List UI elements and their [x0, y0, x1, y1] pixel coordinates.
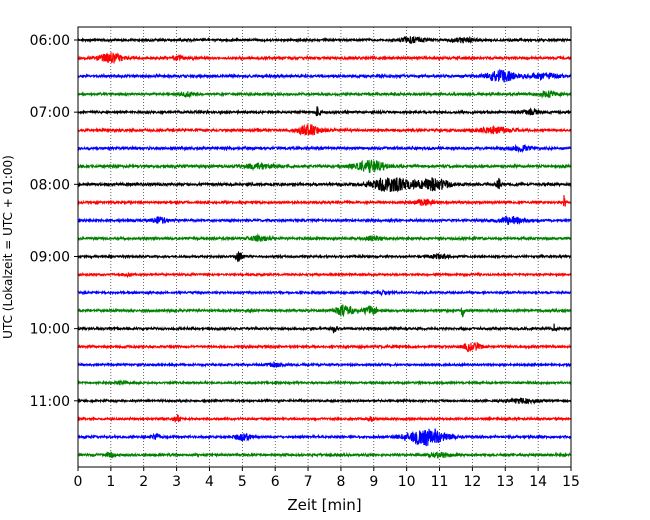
x-tick-label-10: 10 [398, 474, 416, 490]
x-tick-label-12: 12 [463, 474, 481, 490]
trace-0930 [77, 289, 572, 297]
trace-0630 [77, 68, 572, 83]
trace-0700 [77, 106, 572, 117]
trace-0715 [77, 124, 572, 136]
trace-1115 [77, 413, 572, 423]
trace-1130 [77, 428, 572, 447]
trace-0800 [77, 177, 572, 193]
trace-0745 [77, 159, 572, 174]
x-tick-label-9: 9 [369, 474, 378, 490]
x-tick-label-6: 6 [271, 474, 280, 490]
trace-1030 [77, 361, 572, 369]
trace-0900 [77, 251, 572, 263]
x-tick-label-13: 13 [496, 474, 514, 490]
x-tick-label-1: 1 [106, 474, 115, 490]
vertical-gridlines [110, 27, 539, 467]
x-tick-label-15: 15 [562, 474, 580, 490]
y-tick-label-0600: 06:00 [30, 33, 70, 49]
trace-0730 [77, 143, 572, 154]
trace-1015 [77, 342, 572, 353]
trace-0600 [77, 35, 572, 44]
y-tick-label-1100: 11:00 [30, 394, 70, 410]
x-tick-label-4: 4 [205, 474, 214, 490]
trace-0615 [77, 52, 572, 64]
trace-0830 [77, 215, 572, 226]
x-tick-label-5: 5 [238, 474, 247, 490]
y-tick-label-0700: 07:00 [30, 105, 70, 121]
trace-0815 [77, 195, 572, 207]
x-axis-ticks: 0 1 2 3 4 5 6 7 8 9 10 11 12 13 14 15 [74, 467, 580, 490]
x-tick-label-7: 7 [304, 474, 313, 490]
y-tick-label-1000: 10:00 [30, 322, 70, 338]
y-tick-label-0900: 09:00 [30, 249, 70, 265]
y-axis-label: UTC (Lokalzeit = UTC + 01:00) [1, 155, 15, 339]
trace-0915 [77, 271, 572, 279]
trace-1000 [77, 323, 572, 334]
x-axis-label: Zeit [min] [287, 496, 361, 514]
x-tick-label-11: 11 [431, 474, 449, 490]
x-tick-label-0: 0 [74, 474, 83, 490]
trace-0945 [77, 304, 572, 318]
trace-0845 [77, 233, 572, 242]
seismic-traces [77, 35, 572, 459]
y-axis-ticks: 06:00 07:00 08:00 09:00 10:00 11:00 [30, 33, 78, 410]
x-tick-label-14: 14 [529, 474, 547, 490]
trace-1045 [77, 379, 572, 386]
x-tick-label-3: 3 [172, 474, 181, 490]
y-tick-label-0800: 08:00 [30, 177, 70, 193]
trace-1145 [77, 451, 572, 459]
trace-0645 [77, 89, 572, 99]
plot-area [78, 27, 571, 467]
x-tick-label-2: 2 [139, 474, 148, 490]
trace-1100 [77, 397, 572, 405]
plot-frame [77, 26, 572, 468]
x-tick-label-8: 8 [336, 474, 345, 490]
